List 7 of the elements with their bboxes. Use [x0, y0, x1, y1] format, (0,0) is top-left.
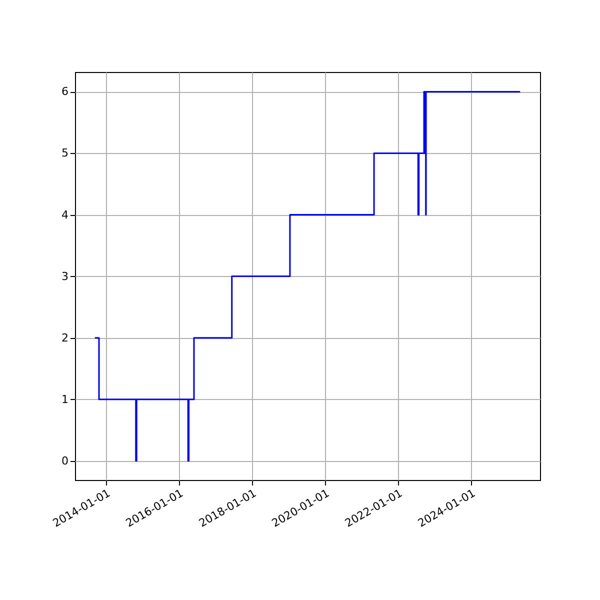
y-tick-label: 5: [62, 146, 68, 160]
y-tick-label: 3: [62, 270, 68, 283]
y-tick-label: 1: [62, 392, 68, 406]
y-tick-label: 6: [62, 85, 68, 98]
y-tick-label: 4: [62, 208, 68, 222]
y-tick-label: 2: [62, 331, 68, 344]
y-tick-label: 0: [62, 454, 68, 468]
